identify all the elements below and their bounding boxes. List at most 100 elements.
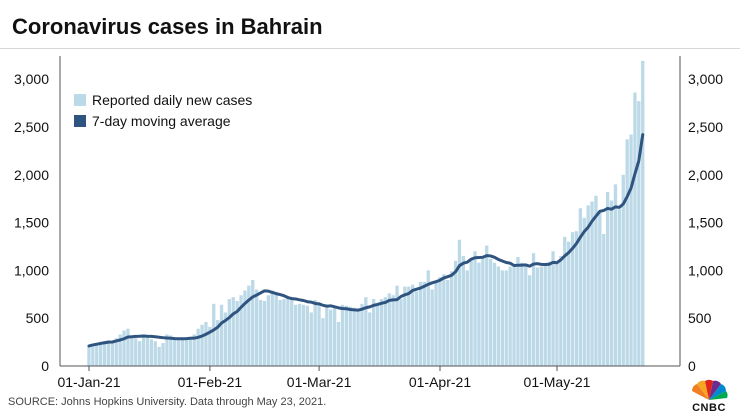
y-tick-right-500: 500	[688, 310, 712, 326]
bar-day-140	[629, 134, 633, 366]
bar-day-12	[130, 337, 134, 366]
bar-day-71	[360, 303, 364, 366]
bar-day-51	[282, 299, 286, 366]
bar-day-124	[567, 241, 571, 366]
bar-day-114	[528, 275, 532, 366]
legend-label-moving-average: 7-day moving average	[92, 113, 231, 129]
bar-day-10	[122, 330, 126, 366]
bar-day-33	[212, 303, 216, 366]
y-tick-right-2000: 2,000	[688, 167, 723, 183]
bar-day-131	[594, 195, 598, 366]
bar-day-62	[325, 306, 329, 366]
bar-day-7	[110, 342, 114, 366]
bar-day-134	[606, 191, 610, 366]
bar-day-102	[481, 256, 485, 366]
bar-day-138	[621, 174, 625, 366]
bar-day-78	[387, 293, 391, 366]
bar-day-100	[473, 251, 477, 366]
bar-day-11	[126, 328, 130, 366]
bar-day-46	[262, 300, 267, 366]
bar-day-69	[352, 307, 356, 366]
bar-day-112	[520, 262, 524, 366]
bar-day-81	[399, 299, 403, 366]
bar-day-28	[192, 334, 196, 366]
x-tick-label-01-Jan-21: 01-Jan-21	[57, 374, 120, 390]
page-title: Coronavirus cases in Bahrain	[12, 14, 323, 39]
bar-day-39	[235, 300, 239, 366]
bar-day-110	[512, 265, 516, 366]
bar-day-16	[145, 336, 150, 366]
x-tick-label-01-Feb-21: 01-Feb-21	[178, 374, 243, 390]
bar-day-52	[286, 298, 290, 366]
bar-day-23	[173, 337, 177, 366]
bar-day-141	[633, 92, 637, 366]
bar-day-60	[317, 303, 321, 366]
bar-day-118	[543, 264, 547, 366]
bar-day-18	[153, 341, 157, 366]
bar-day-137	[617, 209, 621, 366]
bar-day-22	[169, 335, 173, 366]
bar-day-21	[165, 334, 169, 366]
bar-day-63	[329, 309, 333, 366]
y-tick-left-2500: 2,500	[14, 119, 49, 135]
bar-day-86	[418, 281, 423, 366]
y-tick-right-2500: 2,500	[688, 119, 723, 135]
cnbc-logo: CNBC	[684, 378, 734, 414]
y-tick-left-500: 500	[26, 310, 50, 326]
bar-day-99	[469, 258, 473, 366]
bar-day-132	[598, 213, 602, 366]
bar-day-43	[251, 279, 255, 366]
bar-day-82	[403, 286, 407, 366]
bar-day-76	[379, 299, 384, 366]
y-tick-right-0: 0	[688, 358, 696, 374]
bar-day-2	[91, 344, 95, 366]
bar-day-136	[613, 184, 618, 366]
bar-day-74	[372, 299, 376, 366]
bar-day-142	[637, 101, 641, 367]
bar-day-56	[301, 304, 306, 366]
bar-day-64	[333, 307, 337, 366]
bar-day-120	[551, 251, 555, 366]
right-y-tick-labels: 0 500 1,000 1,500 2,000 2,500 3,000	[688, 71, 723, 374]
bar-day-109	[508, 266, 512, 366]
bar-day-125	[570, 232, 575, 367]
bar-day-121	[555, 262, 559, 366]
bar-day-87	[422, 281, 426, 366]
y-tick-left-3000: 3,000	[14, 71, 49, 87]
y-tick-left-1000: 1,000	[14, 262, 49, 278]
bar-day-73	[368, 312, 372, 366]
bar-day-117	[539, 266, 543, 366]
bar-day-77	[383, 297, 387, 366]
bar-day-20	[161, 343, 165, 366]
y-tick-left-1500: 1,500	[14, 215, 49, 231]
bar-day-13	[134, 338, 138, 366]
bar-day-91	[438, 277, 442, 366]
bar-day-50	[278, 300, 282, 366]
bar-day-101	[477, 262, 481, 366]
bar-day-29	[196, 328, 200, 366]
bar-day-27	[188, 339, 192, 366]
bar-day-34	[216, 320, 220, 366]
bar-day-35	[219, 304, 224, 366]
title-divider	[0, 48, 740, 49]
bar-day-105	[492, 262, 497, 366]
bar-day-36	[223, 312, 228, 366]
bar-day-88	[426, 270, 430, 367]
bar-day-92	[442, 274, 446, 366]
bar-day-130	[590, 201, 594, 366]
bar-day-44	[255, 289, 259, 366]
bar-day-123	[563, 236, 567, 366]
x-tick-label-01-May-21: 01-May-21	[524, 374, 591, 390]
bar-day-95	[453, 260, 458, 366]
bar-day-59	[313, 300, 317, 366]
bar-day-90	[434, 282, 438, 366]
bar-day-14	[138, 341, 142, 366]
bar-day-1	[87, 345, 91, 366]
bar-day-26	[184, 337, 189, 366]
bar-day-17	[149, 339, 153, 366]
bar-day-3	[95, 343, 99, 366]
bar-day-37	[227, 299, 231, 366]
bar-day-30	[200, 324, 204, 366]
bar-day-61	[321, 318, 325, 366]
